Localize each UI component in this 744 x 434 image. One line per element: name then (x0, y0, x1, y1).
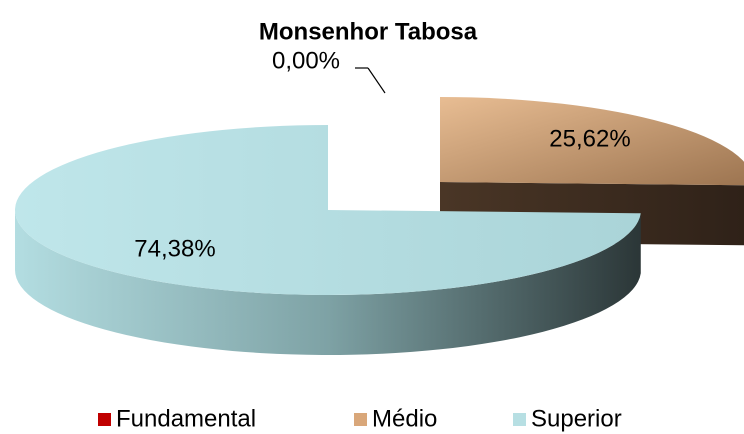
data-label: 74,38% (134, 235, 215, 262)
legend-label: Superior (531, 405, 622, 432)
data-label: 0,00% (272, 47, 340, 74)
slice (14, 125, 641, 295)
leader-line (367, 67, 386, 94)
data-label: 25,62% (549, 125, 630, 152)
chart-title: Monsenhor Tabosa (259, 18, 478, 45)
legend-label: Médio (372, 405, 437, 432)
legend-label: Fundamental (116, 405, 256, 432)
legend-swatch (354, 413, 367, 426)
legend-swatch (513, 413, 526, 426)
slice-side (15, 210, 641, 355)
slice (440, 97, 744, 186)
legend-swatch (98, 413, 111, 426)
